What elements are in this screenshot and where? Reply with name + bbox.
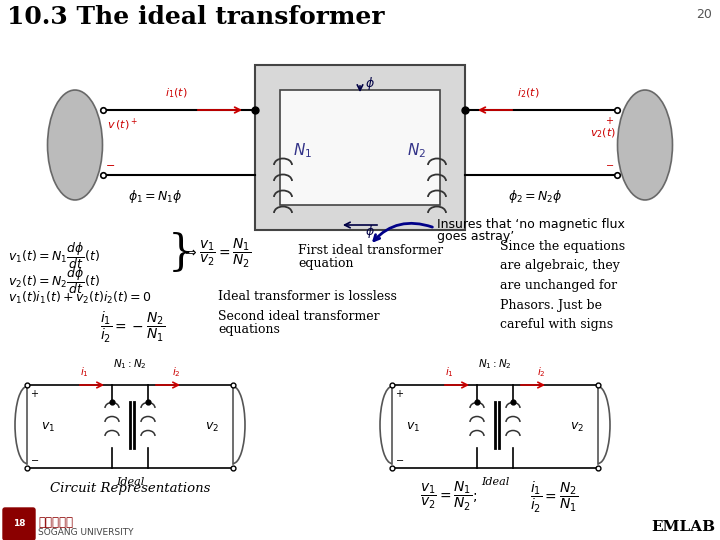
Text: 18: 18 [13, 519, 25, 529]
Text: $\phi_2 = N_2\phi$: $\phi_2 = N_2\phi$ [508, 188, 562, 205]
Text: $N_2$: $N_2$ [408, 141, 426, 160]
Text: $\Rightarrow\dfrac{v_1}{v_2} = \dfrac{N_1}{N_2}$: $\Rightarrow\dfrac{v_1}{v_2} = \dfrac{N_… [182, 237, 251, 269]
Text: $-$: $-$ [605, 159, 614, 169]
Text: $v_2$: $v_2$ [205, 421, 219, 434]
Text: $v_2$: $v_2$ [570, 421, 584, 434]
Bar [255, 65, 465, 230]
Text: $v_1(t) = N_1\dfrac{d\phi}{dt}(t)$: $v_1(t) = N_1\dfrac{d\phi}{dt}(t)$ [8, 240, 100, 271]
Text: 10.3 The ideal transformer: 10.3 The ideal transformer [7, 5, 384, 29]
Text: $N_1:N_2$: $N_1:N_2$ [113, 357, 147, 371]
Text: $\dfrac{v_1}{v_2} = \dfrac{N_1}{N_2};$: $\dfrac{v_1}{v_2} = \dfrac{N_1}{N_2};$ [420, 480, 477, 513]
Text: $\phi$: $\phi$ [365, 223, 375, 240]
Text: equation: equation [298, 257, 354, 270]
Text: Ideal: Ideal [116, 477, 144, 487]
Text: Ideal transformer is lossless: Ideal transformer is lossless [218, 290, 397, 303]
Text: $-$: $-$ [105, 159, 115, 169]
Text: Since the equations
are algebraic, they
are unchanged for
Phasors. Just be
caref: Since the equations are algebraic, they … [500, 240, 625, 331]
Text: $\phi_1 = N_1\phi$: $\phi_1 = N_1\phi$ [127, 188, 182, 205]
FancyBboxPatch shape [3, 508, 35, 540]
Text: Ideal: Ideal [481, 477, 509, 487]
Text: $v_1(t)i_1(t) + v_2(t)i_2(t) = 0$: $v_1(t)i_1(t) + v_2(t)i_2(t) = 0$ [8, 290, 152, 306]
Text: 20: 20 [696, 8, 712, 21]
Text: $v_2(t)$: $v_2(t)$ [590, 126, 616, 140]
Bar [280, 90, 440, 205]
Text: $i_2(t)$: $i_2(t)$ [517, 86, 539, 100]
Text: $i_2$: $i_2$ [536, 365, 545, 379]
Text: $\dfrac{i_1}{i_2} = \dfrac{N_2}{N_1}$: $\dfrac{i_1}{i_2} = \dfrac{N_2}{N_1}$ [530, 480, 578, 515]
Text: $i_1$: $i_1$ [80, 365, 89, 379]
Text: $\phi$: $\phi$ [365, 75, 375, 92]
Text: $v_1$: $v_1$ [41, 421, 55, 434]
Text: $\dfrac{i_1}{i_2} = -\dfrac{N_2}{N_1}$: $\dfrac{i_1}{i_2} = -\dfrac{N_2}{N_1}$ [100, 310, 165, 345]
Text: goes astray’: goes astray’ [437, 230, 514, 243]
Text: $+$: $+$ [395, 388, 405, 399]
Text: First ideal transformer: First ideal transformer [298, 244, 443, 257]
Text: Circuit Representations: Circuit Representations [50, 482, 210, 495]
Text: $v_2(t) = N_2\dfrac{d\phi}{dt}(t)$: $v_2(t) = N_2\dfrac{d\phi}{dt}(t)$ [8, 265, 100, 296]
Text: }: } [168, 232, 194, 274]
Text: Second ideal transformer: Second ideal transformer [218, 310, 379, 323]
Ellipse shape [618, 90, 672, 200]
Text: $N_1:N_2$: $N_1:N_2$ [478, 357, 512, 371]
Text: 서강대학교: 서강대학교 [38, 516, 73, 529]
Text: $-$: $-$ [395, 454, 405, 464]
Text: Insures that ‘no magnetic flux: Insures that ‘no magnetic flux [437, 218, 625, 231]
Text: $i_1$: $i_1$ [444, 365, 454, 379]
Text: $v\,(t)^+$: $v\,(t)^+$ [107, 116, 138, 133]
Text: $+$: $+$ [605, 115, 614, 126]
Text: equations: equations [218, 323, 280, 336]
Text: $N_1$: $N_1$ [294, 141, 312, 160]
Text: $-$: $-$ [30, 454, 40, 464]
Text: EMLAB: EMLAB [651, 520, 715, 534]
Text: $+$: $+$ [30, 388, 40, 399]
Text: $i_2$: $i_2$ [171, 365, 181, 379]
Text: $v_1$: $v_1$ [406, 421, 420, 434]
Text: $i_1(t)$: $i_1(t)$ [164, 86, 187, 100]
Ellipse shape [48, 90, 102, 200]
Text: SOGANG UNIVERSITY: SOGANG UNIVERSITY [38, 528, 133, 537]
